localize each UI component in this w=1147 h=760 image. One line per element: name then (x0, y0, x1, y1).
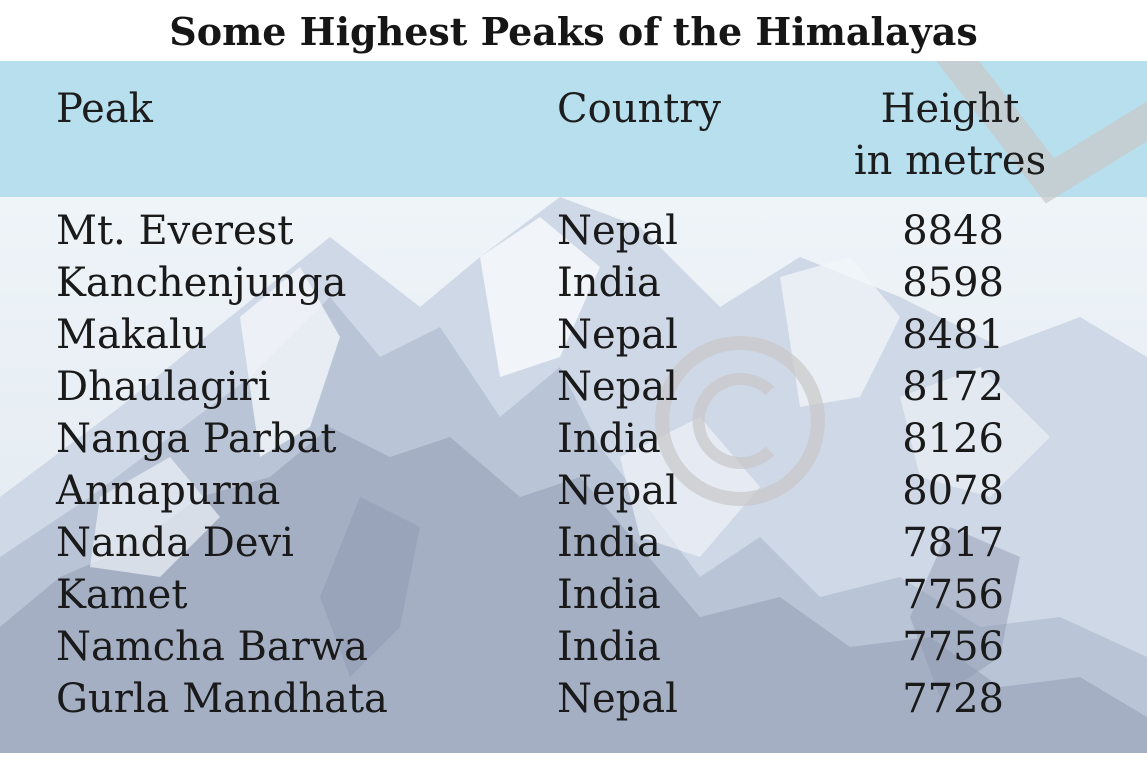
peak-height: 7756 (902, 572, 1004, 618)
table-row: Annapurna Nepal 8078 (0, 465, 1147, 517)
table-row: Nanga Parbat India 8126 (0, 413, 1147, 465)
table-row: Makalu Nepal 8481 (0, 309, 1147, 361)
peak-country: Nepal (557, 676, 678, 722)
peak-name: Dhaulagiri (56, 364, 271, 410)
peak-height: 8598 (902, 260, 1004, 306)
peak-country: Nepal (557, 312, 678, 358)
peak-country: Nepal (557, 468, 678, 514)
peak-height: 7756 (902, 624, 1004, 670)
peak-name: Kamet (56, 572, 188, 618)
peak-name: Namcha Barwa (56, 624, 368, 670)
table-row: Namcha Barwa India 7756 (0, 621, 1147, 673)
peak-name: Nanga Parbat (56, 416, 337, 462)
table-row: Mt. Everest Nepal 8848 (0, 205, 1147, 257)
table-row: Kanchenjunga India 8598 (0, 257, 1147, 309)
peak-name: Mt. Everest (56, 208, 294, 254)
column-header-height: Height in metres (830, 83, 1070, 187)
table-row: Dhaulagiri Nepal 8172 (0, 361, 1147, 413)
page-title: Some Highest Peaks of the Himalayas (169, 9, 978, 54)
mountain-background-image (0, 197, 1147, 753)
table-row: Kamet India 7756 (0, 569, 1147, 621)
peak-country: India (557, 572, 661, 618)
peak-country: India (557, 260, 661, 306)
table-row: Nanda Devi India 7817 (0, 517, 1147, 569)
peak-height: 8078 (902, 468, 1004, 514)
column-header-country: Country (557, 86, 722, 132)
peak-name: Makalu (56, 312, 208, 358)
peak-country: India (557, 520, 661, 566)
peak-name: Gurla Mandhata (56, 676, 388, 722)
peak-name: Nanda Devi (56, 520, 294, 566)
peak-height: 8172 (902, 364, 1004, 410)
peak-name: Kanchenjunga (56, 260, 347, 306)
column-header-height-line2: in metres (853, 138, 1047, 184)
peak-height: 7817 (902, 520, 1004, 566)
table-row: Gurla Mandhata Nepal 7728 (0, 673, 1147, 725)
peak-height: 8481 (902, 312, 1004, 358)
peaks-table-panel: Peak Country Height in metres Mt. Everes… (0, 61, 1147, 753)
peak-height: 8126 (902, 416, 1004, 462)
peak-name: Annapurna (56, 468, 281, 514)
peak-country: Nepal (557, 364, 678, 410)
peak-height: 8848 (902, 208, 1004, 254)
peak-country: India (557, 416, 661, 462)
peak-country: Nepal (557, 208, 678, 254)
peak-country: India (557, 624, 661, 670)
column-header-height-line1: Height (880, 86, 1020, 132)
peak-height: 7728 (902, 676, 1004, 722)
table-body: Mt. Everest Nepal 8848 Kanchenjunga Indi… (0, 205, 1147, 725)
column-header-peak: Peak (56, 86, 153, 132)
